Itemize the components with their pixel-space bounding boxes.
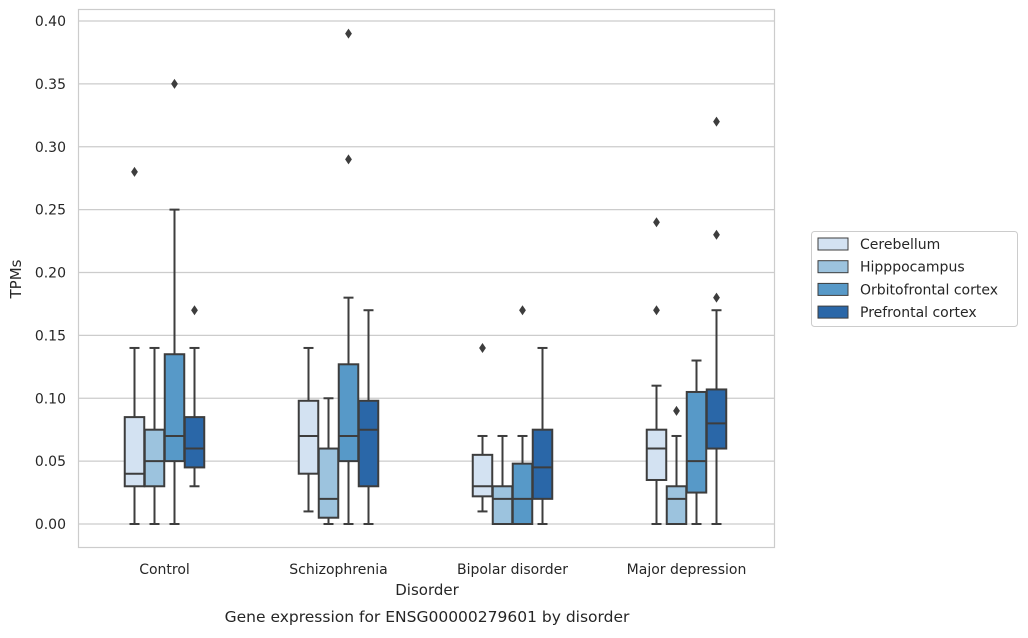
- plot-area-frame: [77, 8, 776, 549]
- outlier-point: [191, 305, 198, 316]
- outlier-point: [345, 28, 352, 39]
- outlier-point: [653, 305, 660, 316]
- chart-title: Gene expression for ENSG00000279601 by d…: [225, 608, 630, 626]
- box-prefrontal-cortex: [183, 305, 206, 488]
- y-tick-label: 0.00: [35, 517, 66, 533]
- legend: Cerebellum Hipppocampus Orbitofrontal cort…: [811, 231, 1018, 327]
- legend-label: Orbitofrontal cortex: [860, 282, 998, 298]
- box-orbitofrontal-cortex: [337, 28, 360, 525]
- box-iqr: [685, 390, 708, 494]
- y-tick-label: 0.25: [35, 203, 66, 219]
- box-iqr: [337, 363, 360, 463]
- outlier-point: [345, 154, 352, 165]
- y-tick-label: 0.40: [35, 14, 66, 30]
- y-tick-label: 0.35: [35, 77, 66, 93]
- legend-label: Prefrontal cortex: [860, 305, 977, 321]
- box-iqr: [163, 353, 186, 463]
- outlier-point: [171, 78, 178, 89]
- box-cerebellum: [645, 217, 668, 525]
- box-iqr: [491, 485, 514, 525]
- box-iqr: [123, 416, 146, 488]
- box-iqr: [531, 428, 554, 500]
- box-hipppocampus: [665, 405, 688, 525]
- outlier-point: [713, 292, 720, 303]
- x-tick-label: Schizophrenia: [289, 562, 387, 578]
- box-prefrontal-cortex: [357, 309, 380, 525]
- box-iqr: [645, 428, 668, 481]
- legend-swatch: [817, 282, 849, 296]
- outlier-point: [713, 229, 720, 240]
- legend-swatch: [817, 260, 849, 274]
- box-prefrontal-cortex: [705, 116, 728, 525]
- outlier-point: [479, 342, 486, 353]
- box-cerebellum: [471, 342, 494, 513]
- box-cerebellum: [297, 346, 320, 513]
- outlier-point: [673, 405, 680, 416]
- box-iqr: [297, 399, 320, 475]
- y-axis-ticks: 0.00 0.05 0.10 0.15 0.20 0.25 0.30 0.35 0.40: [35, 14, 66, 533]
- box-iqr: [317, 447, 340, 519]
- box-hipppocampus: [491, 434, 514, 525]
- legend-label: Hipppocampus: [860, 260, 965, 276]
- x-tick-label: Major depression: [627, 562, 747, 578]
- box-orbitofrontal-cortex: [685, 359, 708, 525]
- x-tick-label: Bipolar disorder: [457, 562, 568, 578]
- outlier-point: [653, 217, 660, 228]
- y-tick-label: 0.05: [35, 454, 66, 470]
- y-axis-label: TPMs: [7, 259, 25, 299]
- outlier-point: [713, 116, 720, 127]
- box-iqr: [143, 428, 166, 488]
- boxes-layer: [123, 28, 728, 526]
- box-orbitofrontal-cortex: [511, 305, 534, 526]
- y-tick-label: 0.20: [35, 266, 66, 282]
- legend-label: Cerebellum: [860, 237, 940, 253]
- box-iqr: [705, 388, 728, 450]
- x-axis-ticks: Control Schizophrenia Bipolar disorder Majo…: [139, 562, 746, 578]
- legend-swatch: [817, 237, 849, 251]
- box-hipppocampus: [143, 346, 166, 525]
- x-axis-label: Disorder: [395, 581, 459, 599]
- legend-frame: [811, 231, 1018, 327]
- box-iqr: [511, 462, 534, 526]
- outlier-point: [131, 166, 138, 177]
- y-tick-label: 0.30: [35, 140, 66, 156]
- y-tick-label: 0.15: [35, 328, 66, 344]
- box-hipppocampus: [317, 397, 340, 525]
- box-prefrontal-cortex: [531, 346, 554, 525]
- box-iqr: [471, 453, 494, 498]
- box-orbitofrontal-cortex: [163, 78, 186, 525]
- box-cerebellum: [123, 166, 146, 525]
- box-iqr: [665, 485, 688, 525]
- legend-swatch: [817, 305, 849, 319]
- x-tick-label: Control: [139, 562, 190, 578]
- box-iqr: [183, 416, 206, 469]
- box-iqr: [357, 399, 380, 488]
- y-tick-label: 0.10: [35, 391, 66, 407]
- outlier-point: [519, 305, 526, 316]
